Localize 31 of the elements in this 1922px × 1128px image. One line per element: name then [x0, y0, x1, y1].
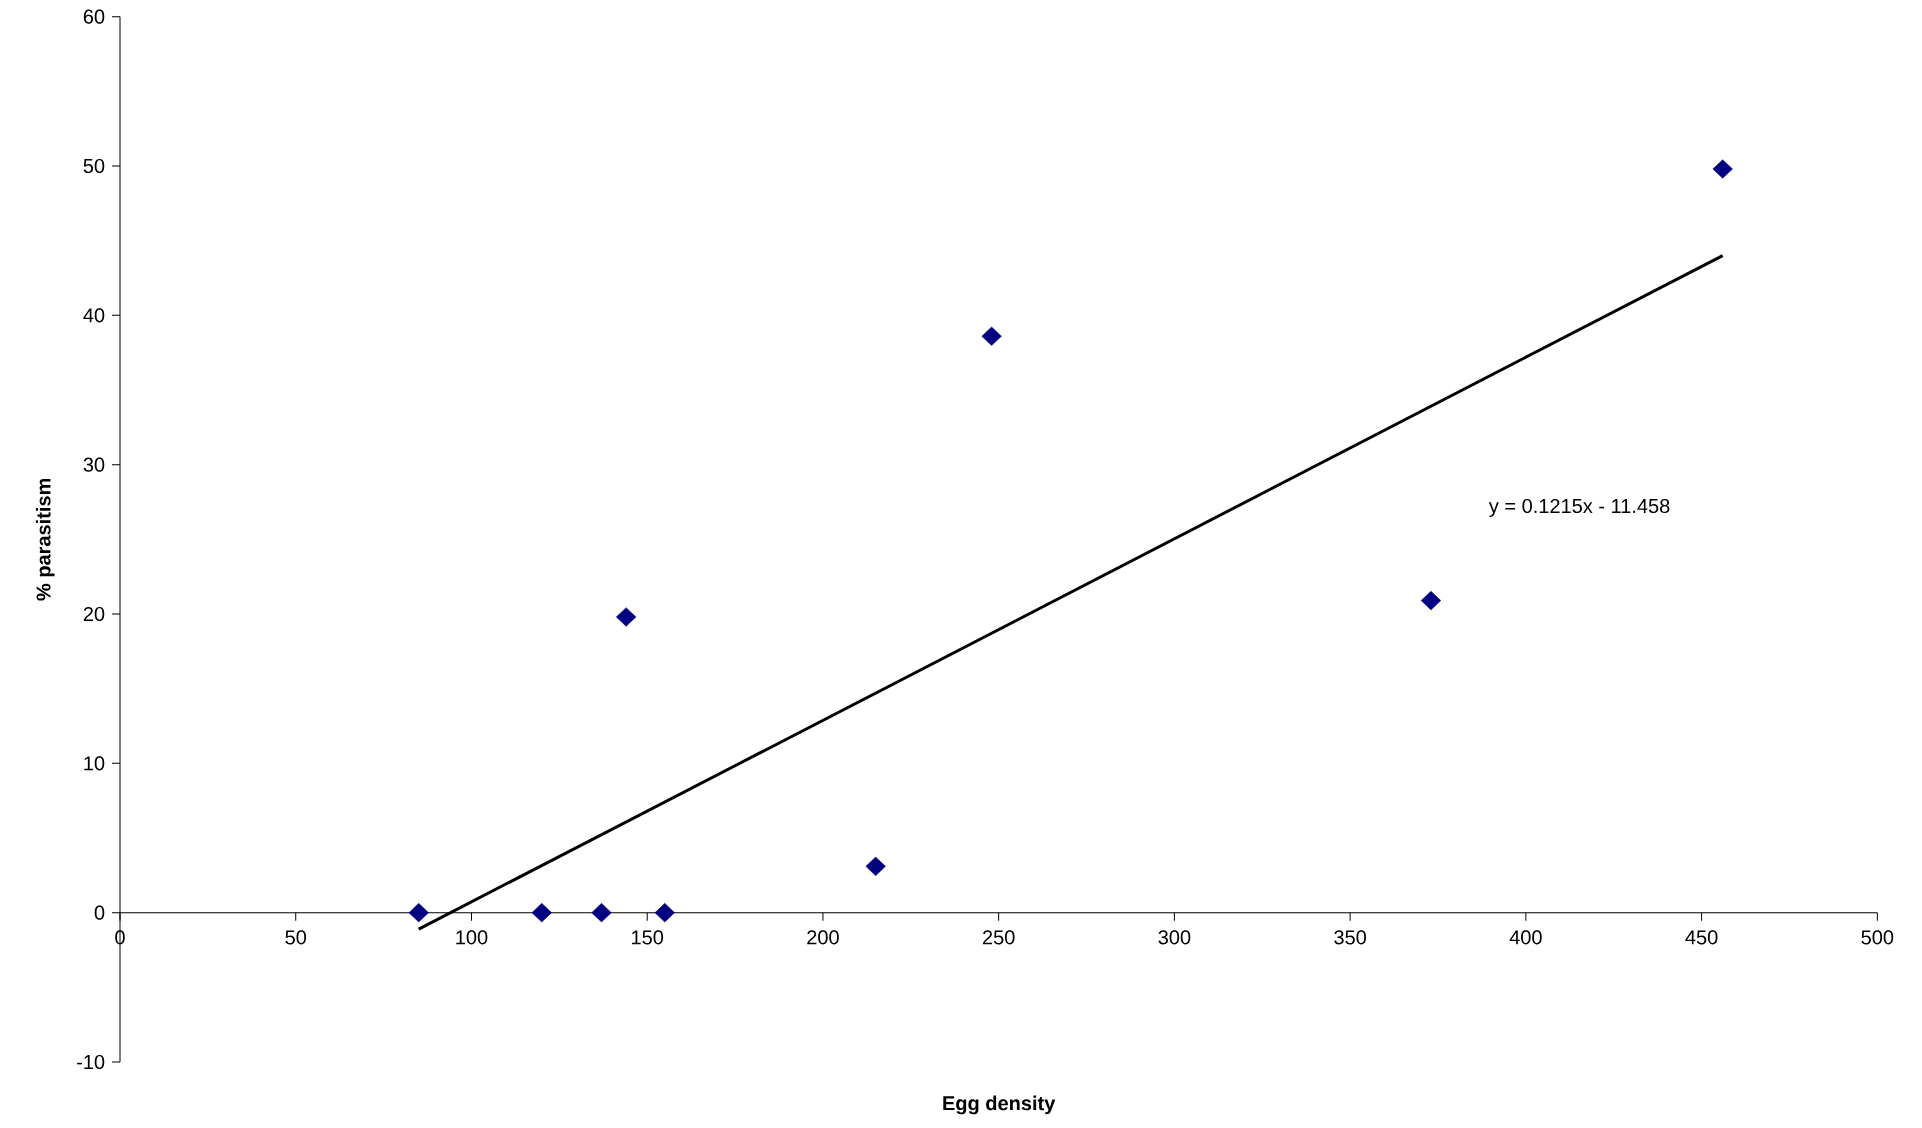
y-tick-label: -10 [77, 1054, 105, 1070]
x-tick-label: 350 [1334, 930, 1367, 945]
x-tick-label: 50 [285, 930, 307, 945]
x-tick-label: 300 [1158, 930, 1191, 945]
y-tick-label: 10 [84, 756, 105, 771]
x-tick-label: 100 [456, 930, 488, 945]
point [408, 903, 429, 923]
point [865, 856, 886, 876]
x-tick-label: 250 [982, 930, 1015, 945]
x-tick-label: 200 [807, 930, 839, 945]
x-tick-label: 400 [1509, 930, 1542, 945]
y-tick-label: 0 [94, 905, 105, 920]
point [591, 903, 612, 923]
point [654, 903, 675, 923]
y-axis-title: % parasitism [35, 478, 55, 601]
x-tick-label: 450 [1685, 930, 1718, 945]
y-tick-label: 40 [83, 308, 105, 323]
x-tick-label: 0 [115, 930, 125, 945]
x-axis-title: Egg density [943, 1095, 1056, 1115]
point [531, 903, 552, 923]
point [1420, 590, 1442, 611]
y-tick-label: 20 [83, 606, 105, 622]
point [1712, 159, 1733, 179]
y-tick-label: 30 [83, 457, 105, 472]
point [616, 607, 637, 627]
point [981, 326, 1002, 346]
annotation: y = 0.1215x - 11.458 [1488, 498, 1670, 518]
y-tick-label: 60 [83, 9, 105, 24]
x-tick-label: 150 [632, 930, 664, 945]
x-tick-label: 500 [1861, 930, 1894, 945]
y-tick-label: 50 [83, 158, 105, 174]
